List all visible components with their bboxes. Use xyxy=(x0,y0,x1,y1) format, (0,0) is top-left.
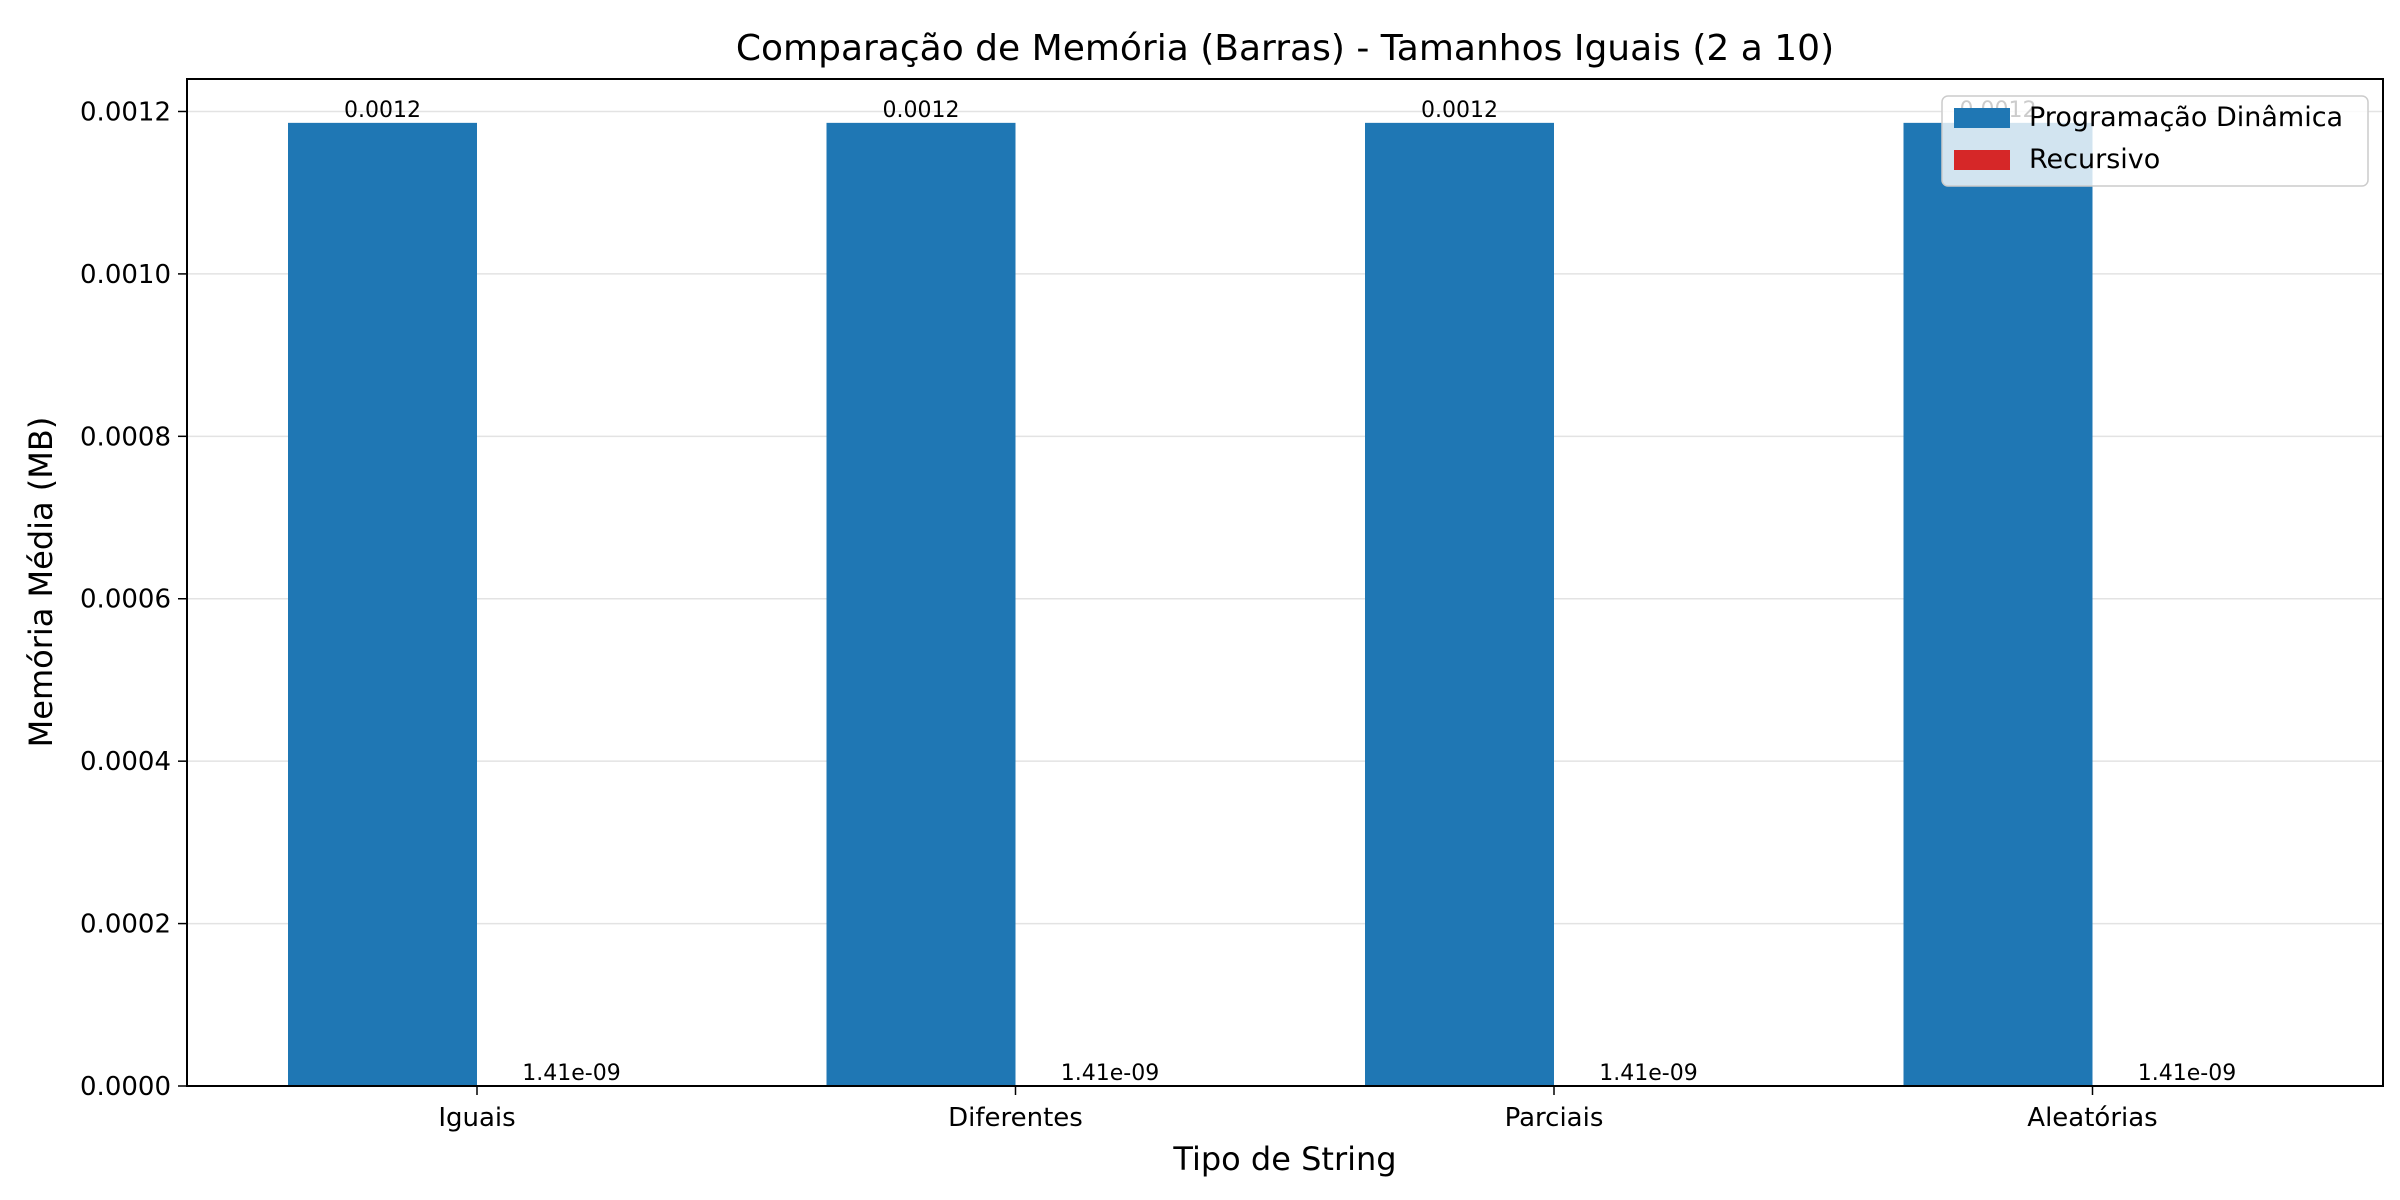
x-tick-label: Iguais xyxy=(438,1103,515,1133)
x-tick-label: Diferentes xyxy=(948,1103,1083,1133)
x-axis: Iguais Diferentes Parciais Aleatórias xyxy=(438,1086,2158,1133)
bars xyxy=(288,122,2282,1087)
y-tick-label: 0.0012 xyxy=(80,97,171,127)
data-label: 0.0012 xyxy=(344,98,421,123)
legend-swatch xyxy=(1954,108,2010,128)
legend: Programação Dinâmica Recursivo xyxy=(1941,95,2369,187)
legend-entry-label: Recursivo xyxy=(2029,144,2160,175)
data-label: 1.41e-09 xyxy=(522,1061,620,1086)
y-tick-label: 0.0010 xyxy=(80,260,171,290)
y-axis-label: Memória Média (MB) xyxy=(22,417,60,748)
data-label: 0.0012 xyxy=(1421,98,1498,123)
x-tick-label: Aleatórias xyxy=(2027,1103,2157,1133)
x-tick-label: Parciais xyxy=(1505,1103,1604,1133)
legend-box xyxy=(1941,95,2369,187)
chart-title: Comparação de Memória (Barras) - Tamanho… xyxy=(736,28,1834,69)
bar-programacao-dinamica xyxy=(1903,122,2093,1087)
data-label: 1.41e-09 xyxy=(1599,1061,1697,1086)
bar-programacao-dinamica xyxy=(288,122,477,1087)
y-tick-label: 0.0002 xyxy=(80,910,171,940)
data-label: 0.0012 xyxy=(883,98,960,123)
y-tick-label: 0.0004 xyxy=(80,747,171,777)
y-tick-label: 0.0000 xyxy=(80,1072,171,1102)
y-tick-label: 0.0006 xyxy=(80,585,171,615)
y-axis: 0.0000 0.0002 0.0004 0.0006 0.0008 0.0010 0.00… xyxy=(80,97,187,1102)
bar-programacao-dinamica xyxy=(1365,122,1554,1087)
bar-programacao-dinamica xyxy=(826,122,1016,1087)
data-label: 1.41e-09 xyxy=(2138,1061,2236,1086)
data-label: 1.41e-09 xyxy=(1061,1061,1159,1086)
y-tick-label: 0.0008 xyxy=(80,422,171,452)
x-axis-label: Tipo de String xyxy=(1172,1140,1396,1178)
legend-swatch xyxy=(1954,150,2010,170)
legend-entry-label: Programação Dinâmica xyxy=(2029,102,2343,133)
plot-frame xyxy=(186,78,2384,1087)
